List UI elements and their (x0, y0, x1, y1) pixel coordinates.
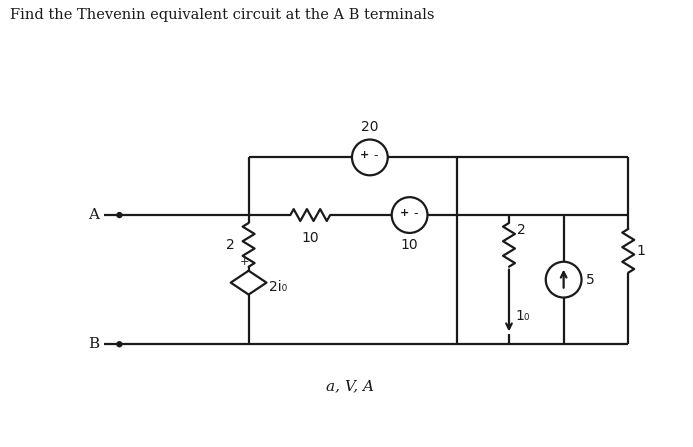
Text: A: A (89, 208, 100, 222)
Text: +: + (360, 151, 369, 160)
Circle shape (117, 342, 122, 347)
Text: B: B (89, 337, 100, 351)
Text: 1₀: 1₀ (515, 309, 529, 324)
Text: -: - (374, 149, 378, 162)
Text: 2i₀: 2i₀ (270, 280, 288, 294)
Text: 5: 5 (586, 273, 595, 287)
Circle shape (117, 213, 122, 218)
Text: Find the Thevenin equivalent circuit at the A B terminals: Find the Thevenin equivalent circuit at … (10, 8, 435, 22)
Text: 1: 1 (636, 244, 645, 258)
Text: +: + (400, 208, 410, 218)
Text: -: - (413, 207, 418, 219)
Text: 20: 20 (361, 119, 378, 134)
Text: a, V, A: a, V, A (326, 379, 374, 393)
Text: 2: 2 (226, 238, 235, 252)
Text: 10: 10 (401, 238, 419, 252)
Text: 2: 2 (517, 223, 526, 237)
Text: +: + (240, 257, 249, 267)
Text: 10: 10 (301, 231, 319, 245)
